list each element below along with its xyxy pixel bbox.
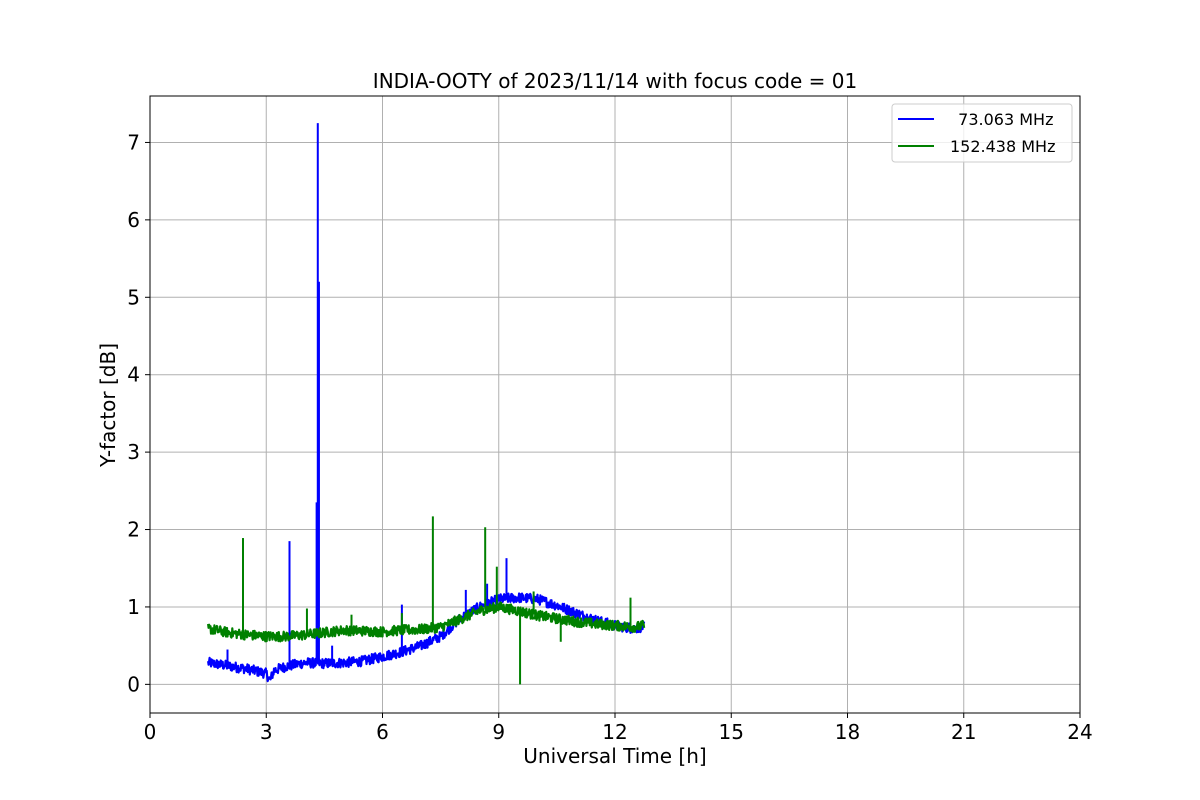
y-tick-label: 0 [127, 672, 140, 696]
y-tick-label: 1 [127, 595, 140, 619]
series-2 [207, 516, 646, 685]
y-tick-label: 5 [127, 285, 140, 309]
x-tick-label: 24 [1067, 720, 1092, 744]
chart-title: INDIA-OOTY of 2023/11/14 with focus code… [373, 69, 857, 93]
y-axis-label: Y-factor [dB] [96, 343, 120, 468]
x-tick-label: 18 [835, 720, 860, 744]
x-axis-label: Universal Time [h] [523, 744, 706, 768]
x-tick-label: 15 [719, 720, 744, 744]
y-tick-label: 4 [127, 363, 140, 387]
y-tick-label: 6 [127, 208, 140, 232]
legend-label-series-2: 152.438 MHz [950, 137, 1055, 156]
x-tick-label: 0 [144, 720, 157, 744]
series-layer [207, 123, 646, 685]
x-tick-label: 9 [492, 720, 505, 744]
series-line [207, 601, 646, 643]
x-tick-label: 3 [260, 720, 273, 744]
x-tick-label: 12 [602, 720, 627, 744]
series-line [207, 592, 646, 683]
legend-box [891, 103, 1073, 163]
y-tick-label: 2 [127, 518, 140, 542]
legend: 73.063 MHz 152.438 MHz [891, 103, 1073, 163]
x-tick-label: 6 [376, 720, 389, 744]
y-tick-label: 7 [127, 130, 140, 154]
legend-label-series-1: 73.063 MHz [948, 110, 1053, 129]
y-tick-label: 3 [127, 440, 140, 464]
x-tick-label: 21 [951, 720, 976, 744]
